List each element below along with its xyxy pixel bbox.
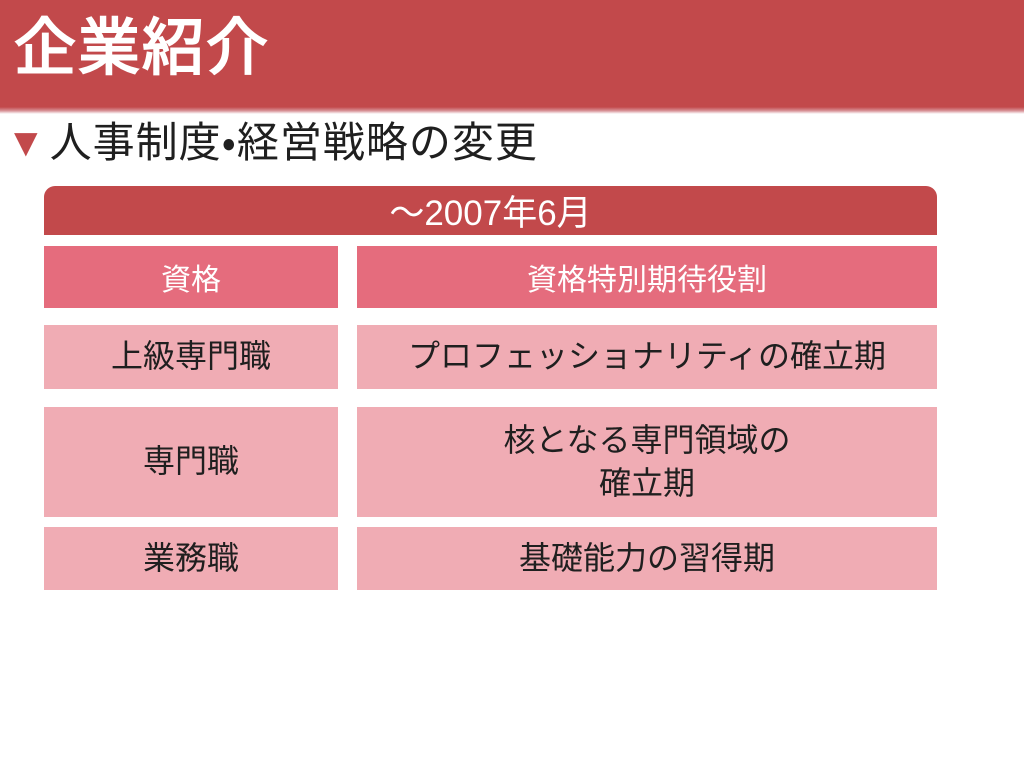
table-row: 業務職 基礎能力の習得期 (44, 527, 937, 590)
column-header-qualification: 資格 (44, 246, 338, 308)
cell-qualification: 上級専門職 (44, 325, 338, 389)
cell-role: プロフェッショナリティの確立期 (357, 325, 937, 389)
cell-qualification: 専門職 (44, 407, 338, 517)
cell-role: 核となる専門領域の 確立期 (357, 407, 937, 517)
section-heading: 人事制度・経営戦略の変更 (49, 119, 538, 166)
section-heading-row: ▼ 人事制度・経営戦略の変更 (6, 118, 538, 168)
banner-bottom-fade (0, 107, 1024, 114)
column-header-role: 資格特別期待役割 (357, 246, 937, 308)
slide-title: 企業紹介 (14, 14, 271, 83)
table-header-row: 資格 資格特別期待役割 (44, 246, 937, 308)
cell-qualification: 業務職 (44, 527, 338, 590)
triangle-bullet-icon: ▼ (6, 121, 46, 166)
cell-role: 基礎能力の習得期 (357, 527, 937, 590)
title-banner: 企業紹介 (0, 0, 1024, 107)
table-row: 専門職 核となる専門領域の 確立期 (44, 407, 937, 517)
hr-system-table: ～2007年6月 資格 資格特別期待役割 上級専門職 プロフェッショナリティの確… (44, 186, 937, 590)
table-title-bar: ～2007年6月 (44, 186, 937, 235)
table-row: 上級専門職 プロフェッショナリティの確立期 (44, 325, 937, 389)
